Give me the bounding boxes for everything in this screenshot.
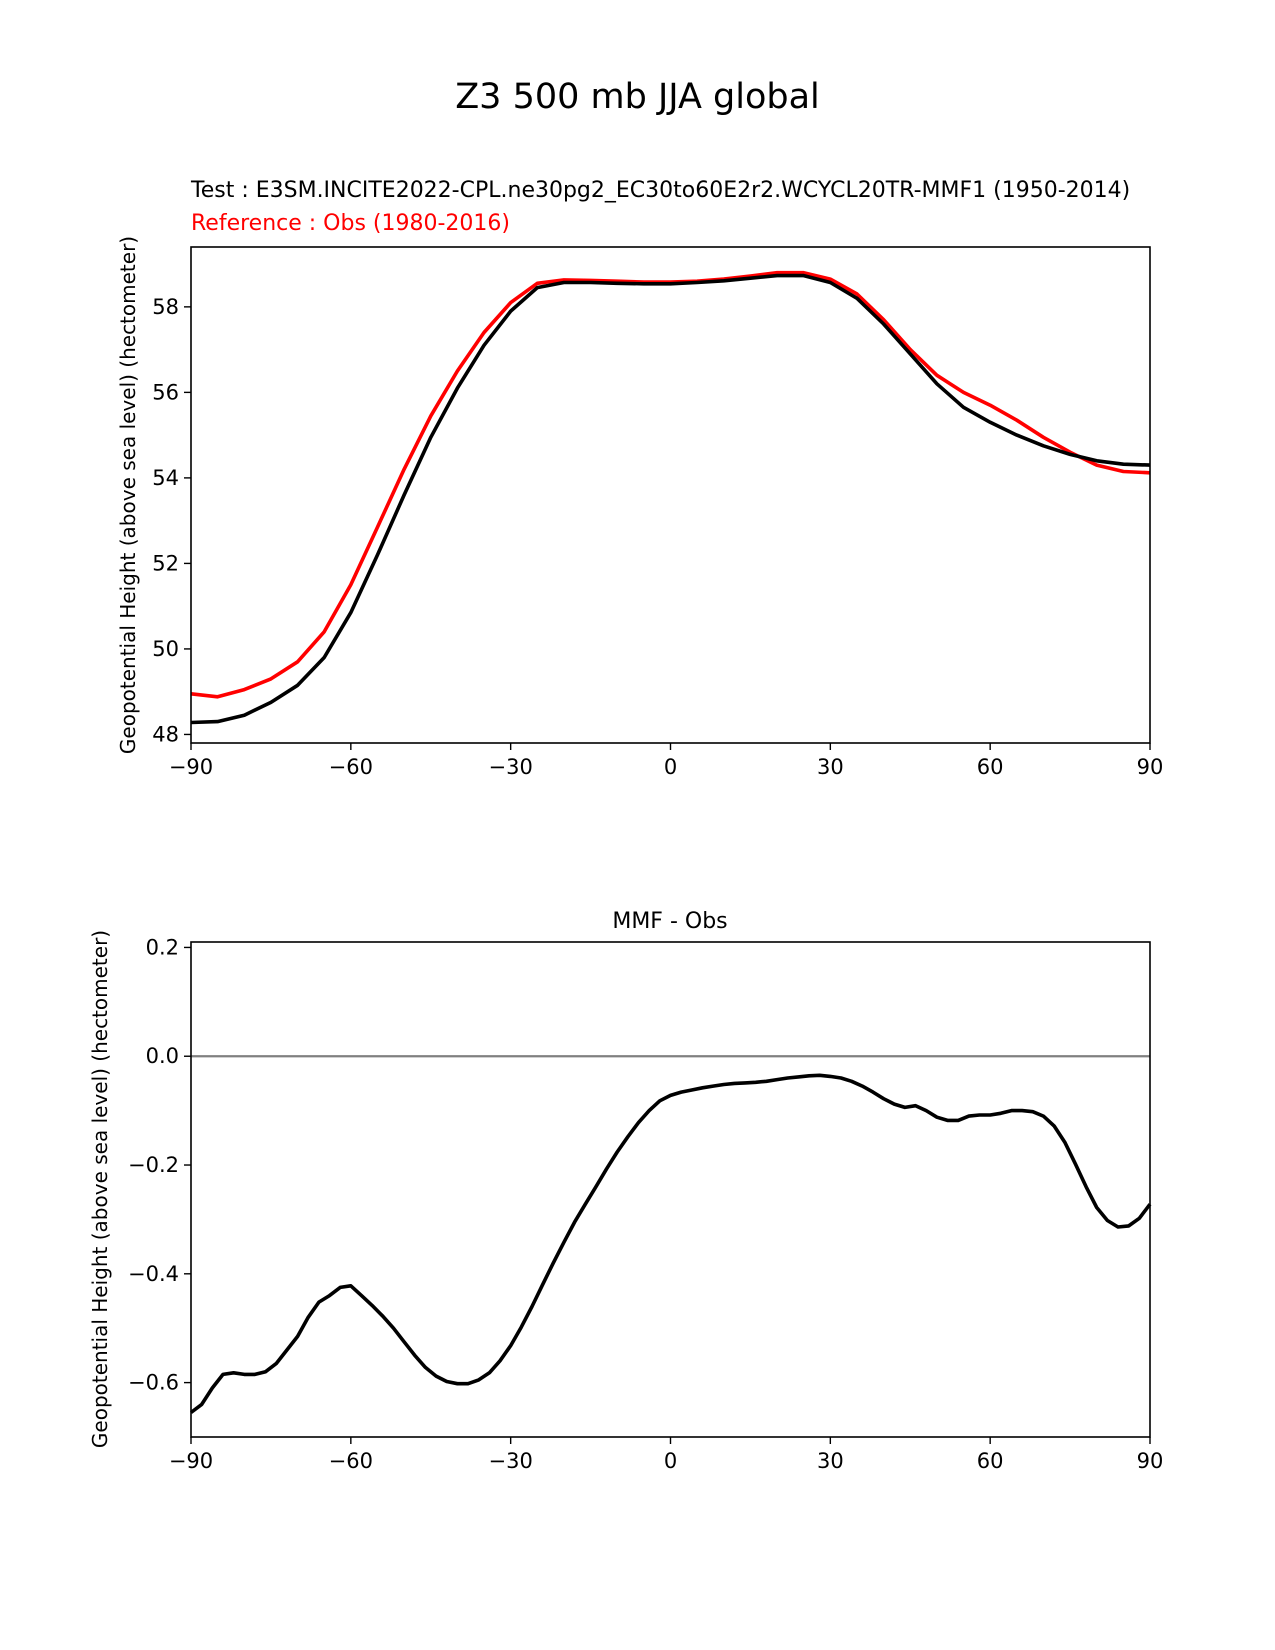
bottom-y-tick-label: 0.0 xyxy=(146,1044,179,1068)
top-y-axis-label: Geopotential Height (above sea level) (h… xyxy=(116,236,140,754)
top-x-tick-label: 60 xyxy=(977,755,1004,779)
bottom-y-axis-label: Geopotential Height (above sea level) (h… xyxy=(88,930,112,1448)
top-x-tick-label: −30 xyxy=(489,755,533,779)
reference-title: Reference : Obs (1980-2016) xyxy=(191,211,510,236)
top-x-tick-label: −90 xyxy=(169,755,213,779)
top-y-tick-label: 56 xyxy=(152,380,179,404)
bottom-y-tick-label: −0.6 xyxy=(128,1371,179,1395)
bottom-x-axis: −90 −60 −30 0 30 60 90 xyxy=(169,1437,1164,1473)
bottom-x-tick-label: 30 xyxy=(817,1449,844,1473)
bottom-y-tick-label: −0.2 xyxy=(128,1153,179,1177)
figure-suptitle: Z3 500 mb JJA global xyxy=(455,77,820,117)
top-y-tick-label: 58 xyxy=(152,295,179,319)
top-y-tick-label: 48 xyxy=(152,722,179,746)
bottom-plot-area xyxy=(189,1055,1152,1414)
bottom-y-tick-label: −0.4 xyxy=(128,1262,179,1286)
top-x-axis: −90 −60 −30 0 30 60 90 xyxy=(169,743,1164,779)
bottom-x-tick-label: −30 xyxy=(489,1449,533,1473)
top-line-chart: Test : E3SM.INCITE2022-CPL.ne30pg2_EC30t… xyxy=(116,178,1163,779)
top-y-axis: 48 50 52 54 56 58 xyxy=(152,295,191,746)
bottom-x-tick-label: −60 xyxy=(329,1449,373,1473)
top-plot-area xyxy=(190,270,1151,725)
bottom-x-tick-label: −90 xyxy=(169,1449,213,1473)
bottom-line-chart: MMF - Obs −90 −60 −30 0 30 60 90 0.2 0.0 −0.2 −0.… xyxy=(88,909,1163,1473)
top-x-tick-label: 30 xyxy=(817,755,844,779)
bottom-x-tick-label: 0 xyxy=(664,1449,677,1473)
top-y-tick-label: 52 xyxy=(152,551,179,575)
bottom-series-line-0 xyxy=(189,1073,1152,1414)
top-series-line-1 xyxy=(190,273,1151,725)
test-title: Test : E3SM.INCITE2022-CPL.ne30pg2_EC30t… xyxy=(190,178,1130,203)
bottom-x-tick-label: 90 xyxy=(1137,1449,1164,1473)
difference-title: MMF - Obs xyxy=(612,909,727,934)
top-x-tick-label: 0 xyxy=(664,755,677,779)
top-x-tick-label: 90 xyxy=(1137,755,1164,779)
top-y-tick-label: 50 xyxy=(152,637,179,661)
bottom-y-tick-label: 0.2 xyxy=(146,935,179,959)
bottom-y-axis: 0.2 0.0 −0.2 −0.4 −0.6 xyxy=(128,935,191,1395)
top-x-tick-label: −60 xyxy=(329,755,373,779)
bottom-x-tick-label: 60 xyxy=(977,1449,1004,1473)
top-y-tick-label: 54 xyxy=(152,466,179,490)
